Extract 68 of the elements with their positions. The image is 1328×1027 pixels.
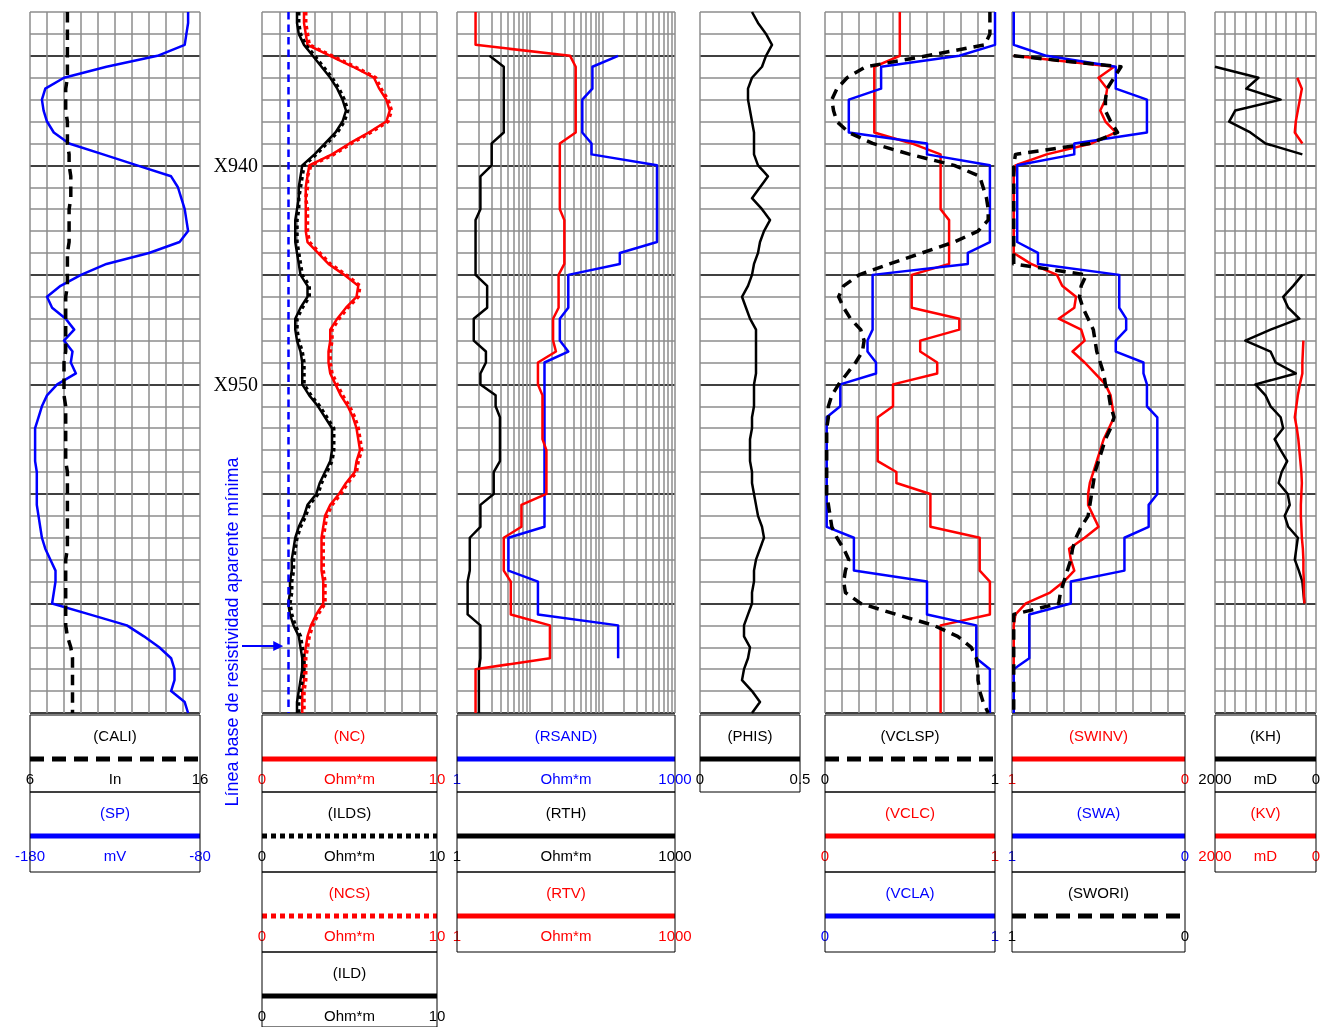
text: (VCLA) xyxy=(885,883,935,901)
x2-tick-label: 1 xyxy=(1007,847,1017,864)
x2-tick-label: 0 xyxy=(820,847,830,864)
x2-tick-label: 0 xyxy=(1180,847,1190,864)
series-label: (CALI) xyxy=(93,726,137,744)
text: 0 xyxy=(820,927,830,944)
x2-tick-label: 0 xyxy=(257,847,267,864)
x-axis-title: In xyxy=(108,770,122,787)
x2-tick-label: -180 xyxy=(14,847,46,864)
x2-tick-label: 10 xyxy=(428,847,446,864)
text: (ILD) xyxy=(332,963,367,981)
x-tick-label: 0 xyxy=(257,770,267,787)
text: Ohm*m xyxy=(324,927,375,944)
text: (RTV) xyxy=(546,883,586,901)
x2-axis-title: mD xyxy=(1253,847,1278,864)
text: (ILDS) xyxy=(327,803,372,821)
text: 0 xyxy=(1180,927,1190,944)
text: 1 xyxy=(990,927,1000,944)
text: 10 xyxy=(428,1007,446,1024)
text: 1000 xyxy=(658,927,692,944)
x-tick-label: 1 xyxy=(1007,770,1017,787)
x2-tick-label: 0 xyxy=(1311,847,1321,864)
x-axis-title: mD xyxy=(1253,770,1278,787)
x-tick-label: 2000 xyxy=(1198,770,1232,787)
text: (VCLC) xyxy=(884,803,936,821)
x-axis-title: Ohm*m xyxy=(324,770,375,787)
text: 10 xyxy=(428,927,446,944)
x2-tick-label: 2000 xyxy=(1198,847,1232,864)
series-label: (PHIS) xyxy=(727,726,773,744)
x-tick-label: 0 xyxy=(695,770,705,787)
text: (RTH) xyxy=(545,803,587,821)
text: (KH) xyxy=(1250,726,1281,744)
text: 0 xyxy=(257,1007,267,1024)
x-tick-label: 0.5 xyxy=(789,770,811,787)
y-tick-label: X950 xyxy=(213,373,258,396)
text: 1 xyxy=(1007,927,1017,944)
text: 1 xyxy=(452,927,462,944)
text: Ohm*m xyxy=(540,847,592,864)
text: Ohm*m xyxy=(324,1007,375,1024)
text: (KV) xyxy=(1250,803,1281,821)
y-tick-label: X940 xyxy=(213,154,258,177)
x-tick-label: 6 xyxy=(25,770,35,787)
text: (NCS) xyxy=(328,883,371,901)
text: (SWA) xyxy=(1076,803,1121,821)
x-tick-label: 16 xyxy=(191,770,209,787)
x-tick-label: 1 xyxy=(452,770,462,787)
text: (VCLSP) xyxy=(880,726,940,744)
x-tick-label: 10 xyxy=(428,770,446,787)
x-tick-label: 0 xyxy=(1180,770,1190,787)
x-tick-label: 0 xyxy=(820,770,830,787)
text: Ohm*m xyxy=(540,927,592,944)
x-tick-label: 1000 xyxy=(658,770,692,787)
text: (SWINV) xyxy=(1068,726,1129,744)
ref-line-label: Línea base de resistividad aparente mínima xyxy=(222,456,242,807)
text: 1 xyxy=(452,847,462,864)
text: (SWORI) xyxy=(1068,883,1129,901)
x-axis-title: Ohm*m xyxy=(540,770,592,787)
text: 1000 xyxy=(658,847,692,864)
x2-tick-label: -80 xyxy=(189,847,211,864)
text: 0 xyxy=(257,927,267,944)
text: (RSAND) xyxy=(534,726,598,744)
x2-axis-title: mV xyxy=(103,847,127,864)
x2-axis-title: Ohm*m xyxy=(324,847,375,864)
x2-tick-label: 1 xyxy=(990,847,1000,864)
x-tick-label: 1 xyxy=(990,770,1000,787)
x-tick-label: 0 xyxy=(1311,770,1321,787)
text: (SP) xyxy=(100,803,130,821)
text: (NC) xyxy=(333,726,366,744)
